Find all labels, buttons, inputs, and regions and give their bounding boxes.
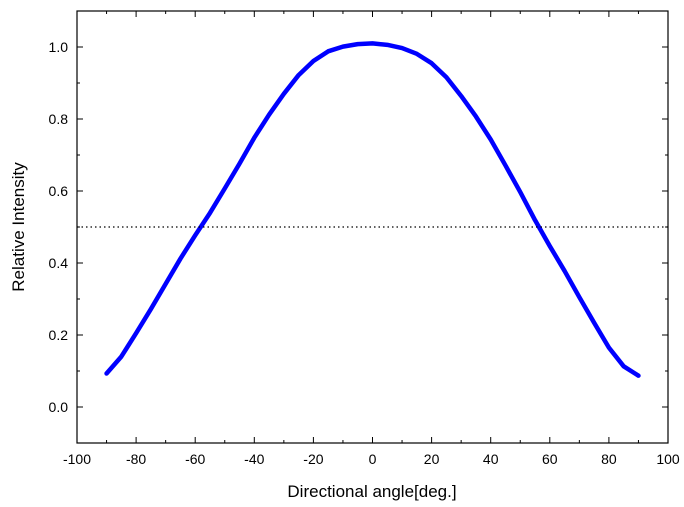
y-tick-label: 0.0 bbox=[49, 399, 69, 415]
y-tick-label: 0.8 bbox=[49, 111, 69, 127]
y-axis-title: Relative Intensity bbox=[9, 162, 28, 292]
x-tick-label: 40 bbox=[483, 451, 499, 467]
series-layer bbox=[77, 41, 668, 378]
x-tick-label: 0 bbox=[369, 451, 377, 467]
y-tick-label: 0.6 bbox=[49, 183, 69, 199]
y-tick-label: 0.4 bbox=[49, 255, 69, 271]
x-tick-label: -40 bbox=[244, 451, 264, 467]
x-tick-label: -100 bbox=[63, 451, 91, 467]
y-tick-label: 1.0 bbox=[49, 39, 69, 55]
x-tick-label: -20 bbox=[303, 451, 323, 467]
x-tick-label: 80 bbox=[601, 451, 617, 467]
ticks-layer: -100 -80 -60 -40 -20 0 20 40 60 80 100 0.0 0.2 0.4 0.6… bbox=[49, 10, 680, 467]
x-tick-label: 20 bbox=[424, 451, 440, 467]
x-tick-label: -80 bbox=[126, 451, 146, 467]
plot-frame bbox=[76, 10, 669, 444]
x-axis-title: Directional angle[deg.] bbox=[287, 482, 456, 501]
x-tick-label: 60 bbox=[542, 451, 558, 467]
y-tick-label: 0.2 bbox=[49, 327, 69, 343]
intensity-curve bbox=[104, 41, 641, 378]
x-tick-label: 100 bbox=[656, 451, 680, 467]
x-tick-label: -60 bbox=[185, 451, 205, 467]
